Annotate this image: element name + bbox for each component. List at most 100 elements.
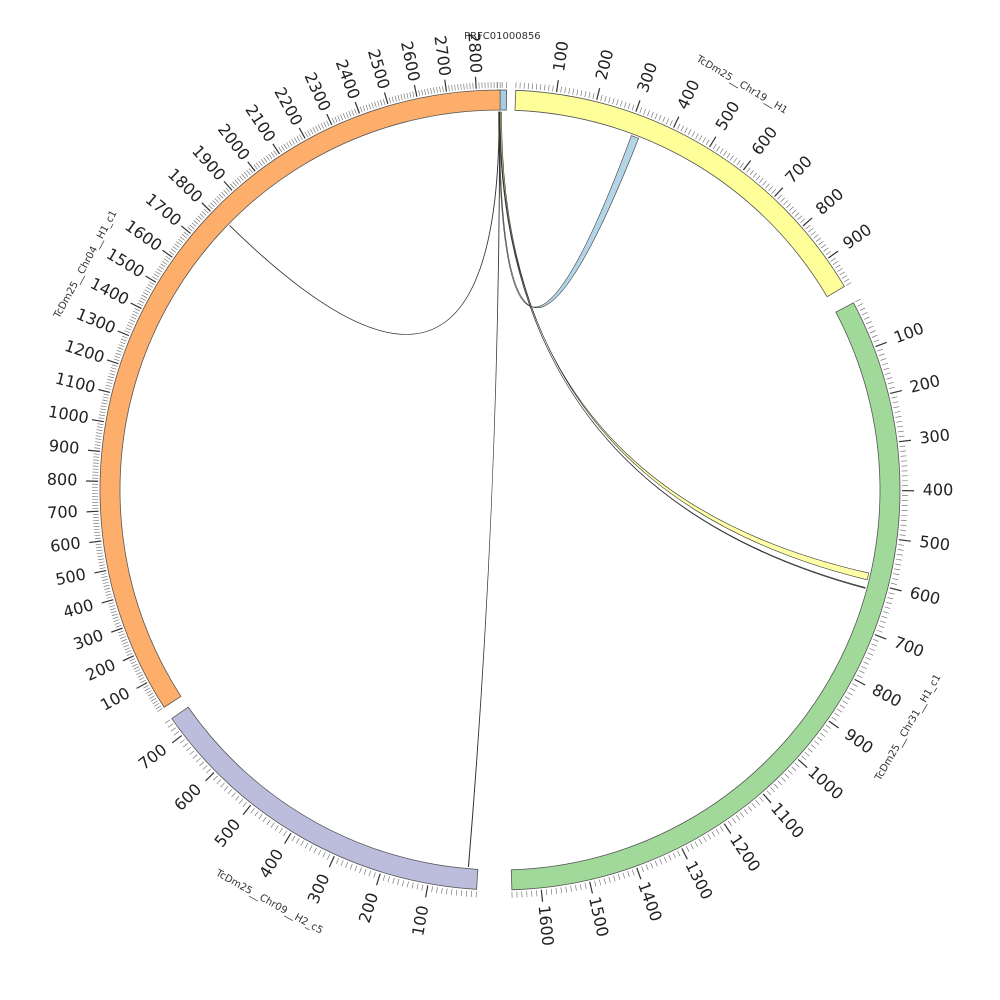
major-tick: [854, 678, 866, 686]
tick-label: 1900: [188, 141, 229, 184]
major-tick: [180, 225, 191, 234]
major-tick: [110, 627, 123, 633]
tick-label: 1200: [726, 831, 764, 875]
major-tick: [899, 439, 912, 443]
tick-label: 2100: [241, 101, 279, 145]
major-tick: [889, 587, 902, 592]
major-tick: [145, 275, 157, 283]
tick-label: 2000: [214, 120, 254, 164]
tick-label: 1300: [681, 858, 716, 903]
major-tick: [328, 855, 335, 868]
major-tick: [86, 510, 99, 513]
tick-label: 600: [748, 123, 782, 159]
tick-label: 1800: [164, 164, 207, 206]
major-tick: [596, 88, 601, 100]
major-tick: [681, 848, 688, 860]
major-tick: [413, 84, 418, 97]
tick-label: 2800: [464, 32, 485, 74]
tick-label: 1300: [74, 304, 119, 337]
tick-label: 100: [97, 683, 133, 714]
segments-layer: [99, 89, 901, 891]
links-layer: [229, 111, 870, 868]
major-tick: [272, 143, 280, 155]
tick-label: 2600: [397, 39, 424, 83]
tick-label: 1200: [62, 336, 107, 367]
tick-label: 300: [304, 871, 334, 907]
tick-label: 1500: [585, 895, 613, 939]
tick-label: 900: [48, 436, 80, 458]
tick-label: 500: [711, 98, 743, 134]
tick-label: 2400: [332, 57, 364, 102]
major-tick: [130, 302, 142, 309]
major-tick: [636, 867, 642, 880]
tick-label: 1400: [634, 879, 666, 924]
tick-label: 2500: [364, 47, 394, 91]
link-tcdm25-chr31-h1-c1-1: [499, 111, 870, 581]
major-tick: [94, 569, 107, 574]
major-tick: [354, 101, 360, 114]
major-tick: [298, 127, 306, 139]
tick-label: 2700: [430, 34, 454, 77]
tick-label: 600: [170, 780, 205, 815]
major-tick: [444, 79, 447, 92]
major-tick: [890, 389, 903, 395]
segment-tcdm25-chr31-h1-c1: [510, 302, 901, 891]
major-tick: [91, 419, 104, 423]
segment-tcdm25-chr04-h1-c1: [99, 89, 501, 708]
major-tick: [98, 388, 111, 394]
tick-label: 100: [408, 904, 432, 937]
tick-label: 100: [891, 318, 926, 347]
major-tick: [709, 136, 717, 148]
minor-ticks-tcdm25-chr19-h1: [515, 82, 852, 286]
major-tick: [762, 793, 772, 804]
segment-label-prfc01000856: PRFC01000856: [464, 31, 541, 42]
major-tick: [774, 187, 784, 197]
major-tick: [723, 823, 732, 834]
major-tick: [326, 113, 333, 126]
tick-label: 800: [812, 184, 848, 218]
major-tick: [742, 160, 752, 171]
major-tick: [89, 540, 102, 544]
minor-ticks-tcdm25-chr04-h1-c1: [92, 82, 501, 712]
tick-label: 400: [923, 480, 954, 499]
link-tcdm25-chr19-h1-0: [498, 111, 639, 308]
major-tick: [827, 250, 839, 259]
tick-label: 400: [255, 846, 287, 882]
link-tcdm25-chr04-h1-c1-3: [229, 111, 500, 335]
major-tick: [171, 735, 183, 744]
tick-label: 900: [839, 220, 875, 253]
tick-label: 600: [49, 533, 82, 556]
tick-label: 900: [841, 724, 877, 757]
minor-ticks-prfc01000856: [497, 82, 508, 89]
tick-label: 700: [47, 502, 79, 523]
tick-label: 1000: [47, 402, 90, 428]
link-tcdm25-chr31-h1-c1-2: [499, 111, 866, 589]
major-tick: [874, 634, 887, 640]
tick-label: 800: [869, 680, 905, 711]
ticks-layer: [86, 76, 915, 902]
tick-label: 300: [918, 425, 951, 448]
tick-label: 700: [781, 152, 816, 187]
tick-label: 1100: [53, 369, 97, 397]
segment-label-tcdm25-chr04-h1-c1: TcDm25__Chr04__H1_c1: [52, 209, 120, 321]
major-tick: [162, 249, 173, 258]
tick-label: 1000: [804, 762, 847, 803]
tick-label: 1100: [767, 799, 808, 842]
major-tick: [635, 100, 641, 112]
major-tick: [122, 655, 135, 662]
major-tick: [555, 80, 559, 93]
major-tick: [242, 804, 252, 816]
tick-label: 1600: [534, 904, 557, 946]
major-tick: [540, 889, 544, 902]
major-tick: [106, 359, 119, 365]
major-tick: [474, 76, 477, 89]
tick-label: 2200: [270, 84, 306, 129]
tick-label: 2300: [300, 69, 334, 114]
major-tick: [205, 772, 215, 782]
tick-label: 400: [61, 595, 96, 622]
segment-tcdm25-chr09-h2-c5: [171, 706, 479, 890]
tick-label: 500: [211, 815, 245, 851]
major-tick: [136, 682, 148, 689]
tick-label: 200: [592, 48, 618, 82]
